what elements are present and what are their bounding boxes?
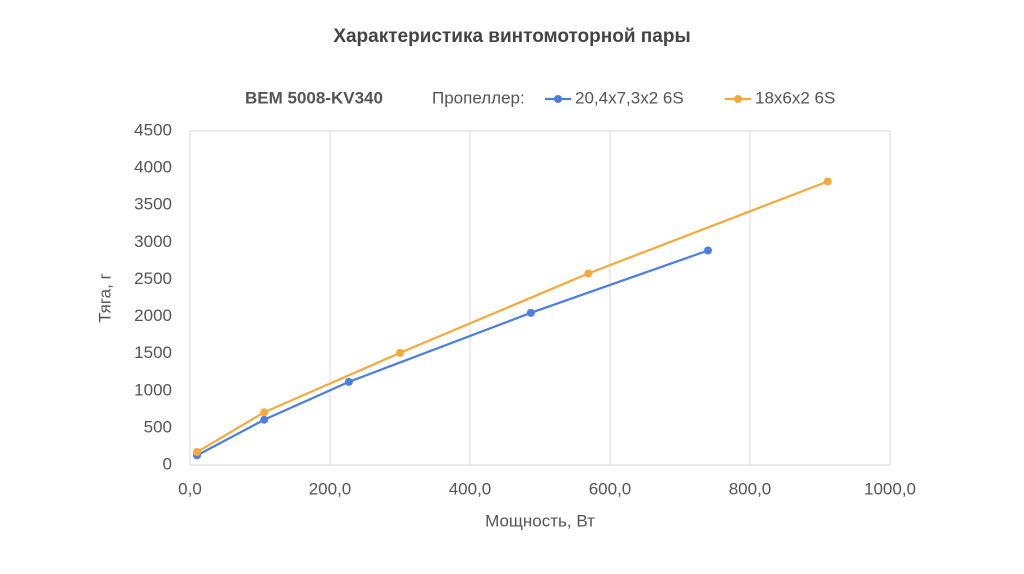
legend-label: 20,4x7,3x2 6S bbox=[575, 88, 684, 107]
legend-title: Пропеллер: bbox=[432, 88, 525, 107]
y-tick-label: 2000 bbox=[134, 306, 172, 325]
data-point bbox=[344, 377, 353, 386]
data-point bbox=[823, 177, 832, 186]
y-tick-label: 4000 bbox=[134, 158, 172, 177]
y-tick-label: 3000 bbox=[134, 232, 172, 251]
data-point bbox=[260, 415, 269, 424]
y-tick-label: 4500 bbox=[134, 120, 172, 139]
x-tick-label: 0,0 bbox=[178, 479, 202, 498]
y-tick-label: 1500 bbox=[134, 343, 172, 362]
x-tick-label: 800,0 bbox=[729, 479, 772, 498]
y-tick-label: 500 bbox=[144, 417, 172, 436]
y-axis-label: Тяга, г bbox=[95, 273, 114, 323]
data-point bbox=[704, 246, 712, 255]
data-point bbox=[260, 408, 269, 417]
y-tick-label: 3500 bbox=[134, 195, 172, 214]
legend-marker bbox=[734, 95, 742, 103]
data-point bbox=[584, 269, 593, 278]
x-tick-label: 200,0 bbox=[309, 479, 352, 498]
y-tick-label: 2500 bbox=[134, 269, 172, 288]
y-tick-label: 0 bbox=[163, 454, 172, 473]
x-tick-label: 400,0 bbox=[449, 479, 492, 498]
x-axis-label: Мощность, Вт bbox=[485, 511, 595, 530]
x-tick-label: 600,0 bbox=[589, 479, 632, 498]
legend-label: 18x6x2 6S bbox=[755, 88, 835, 107]
chart-title: Характеристика винтомоторной пары bbox=[333, 26, 690, 47]
data-point bbox=[193, 448, 201, 457]
data-point bbox=[526, 308, 535, 317]
legend-marker bbox=[554, 95, 562, 103]
data-point bbox=[396, 348, 404, 357]
y-tick-label: 1000 bbox=[134, 380, 172, 399]
chart-subtitle: BEM 5008-KV340 bbox=[245, 88, 383, 107]
x-tick-label: 1000,0 bbox=[864, 479, 916, 498]
